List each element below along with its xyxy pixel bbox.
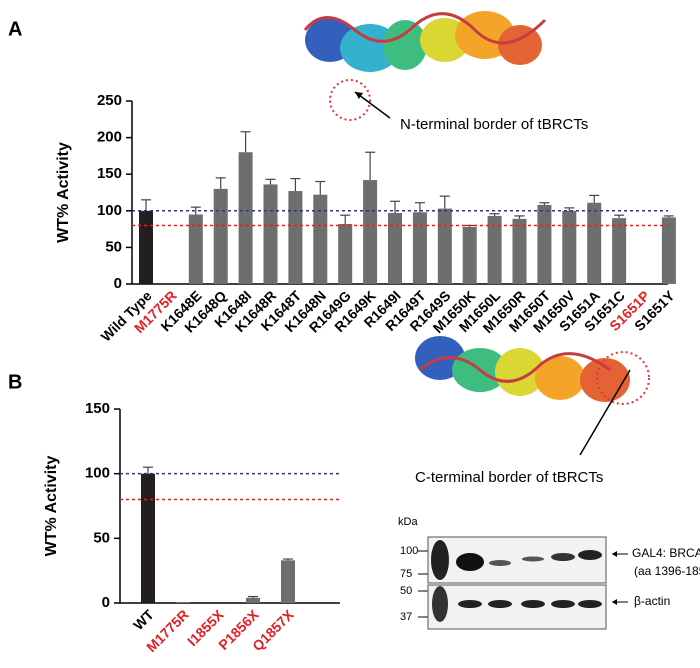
bar xyxy=(462,226,477,284)
y-tick-label: 200 xyxy=(97,129,122,146)
bar xyxy=(412,212,427,284)
bar xyxy=(512,218,527,284)
arrow xyxy=(354,91,391,119)
bar xyxy=(139,210,153,284)
bar xyxy=(537,204,552,284)
bar xyxy=(562,210,577,284)
blot-label: GAL4: BRCA1 xyxy=(632,546,700,560)
bar xyxy=(188,214,203,284)
x-tick-label: WT xyxy=(130,606,157,633)
bar xyxy=(587,202,602,284)
blot-marker: 37 xyxy=(400,611,412,623)
blot-marker: 75 xyxy=(400,568,412,580)
bar xyxy=(437,208,452,284)
y-tick-label: 150 xyxy=(85,400,110,417)
bar xyxy=(246,597,260,603)
bar xyxy=(176,602,190,603)
y-tick-label: 50 xyxy=(93,529,110,546)
bar xyxy=(213,188,228,284)
annotation: N-terminal border of tBRCTs xyxy=(400,116,588,133)
y-tick-label: 100 xyxy=(97,202,122,219)
blot-marker: 100 xyxy=(400,545,418,557)
blot-label: β-actin xyxy=(634,594,670,608)
y-tick-label: 150 xyxy=(97,165,122,182)
y-tick-label: 100 xyxy=(85,465,110,482)
bar xyxy=(487,215,502,284)
bar xyxy=(281,560,295,603)
bar xyxy=(338,223,353,284)
protein-structure-a xyxy=(303,11,547,121)
arrow-head xyxy=(355,92,363,99)
blot-label: (aa 1396-185X) xyxy=(634,564,700,578)
y-tick-label: 50 xyxy=(105,238,122,255)
bar xyxy=(612,218,627,284)
y-axis-label: WT% Activity xyxy=(55,142,72,243)
y-tick-label: 0 xyxy=(114,275,122,292)
bar xyxy=(288,191,303,284)
pointer-line xyxy=(579,369,631,456)
bar xyxy=(363,180,378,284)
panel-label: B xyxy=(8,371,22,393)
annotation: C-terminal border of tBRCTs xyxy=(415,469,603,486)
protein-structure-b xyxy=(415,336,650,405)
panel-label: A xyxy=(8,18,22,40)
bar xyxy=(388,212,402,284)
bar xyxy=(313,194,328,284)
western-blot: kDa 100 75 50 37 GAL4: BRCA1 (aa 1396-18… xyxy=(398,516,700,630)
bar xyxy=(141,473,155,603)
y-axis-label: WT% Activity xyxy=(43,456,60,557)
bar xyxy=(263,184,278,284)
blot-unit: kDa xyxy=(398,516,418,528)
blot-marker: 50 xyxy=(400,585,412,597)
bar xyxy=(661,217,676,284)
y-tick-label: 250 xyxy=(97,92,122,109)
bar xyxy=(238,152,253,284)
y-tick-label: 0 xyxy=(102,594,110,611)
